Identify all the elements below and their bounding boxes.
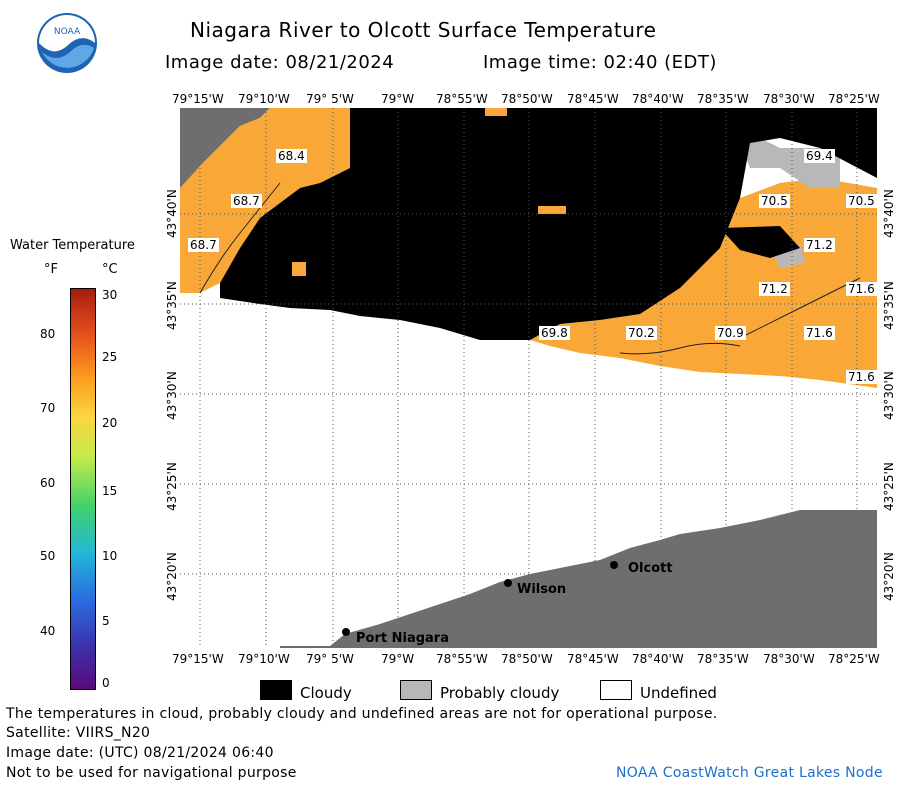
lon-label-top: 78°55'W — [436, 92, 488, 106]
f-tick: 40 — [40, 624, 56, 638]
f-tick: 80 — [40, 327, 56, 341]
lon-label-top: 78°30'W — [763, 92, 815, 106]
colorbar-title: Water Temperature — [10, 238, 135, 253]
noaa-logo: NOAA — [37, 13, 97, 73]
f-tick: 60 — [40, 476, 56, 490]
temp-label: 71.6 — [804, 326, 835, 340]
legend-probably-cloudy-label: Probably cloudy — [440, 684, 560, 702]
lon-label-top: 78°25'W — [828, 92, 880, 106]
temp-label: 71.2 — [759, 282, 790, 296]
temp-label: 68.7 — [188, 238, 219, 252]
legend-cloudy-swatch — [260, 680, 292, 700]
legend-undefined-label: Undefined — [640, 684, 717, 702]
temp-label: 71.6 — [846, 282, 877, 296]
land-south-shore — [280, 510, 877, 648]
credit-text: NOAA CoastWatch Great Lakes Node — [616, 765, 883, 781]
c-tick: 0 — [102, 676, 110, 690]
page-title: Niagara River to Olcott Surface Temperat… — [190, 18, 657, 42]
lon-label-top: 78°35'W — [697, 92, 749, 106]
nav-warning-text: Not to be used for navigational purpose — [6, 765, 297, 781]
warm-water-east — [530, 178, 877, 388]
temp-label: 70.2 — [626, 326, 657, 340]
lon-label-top: 78°40'W — [632, 92, 684, 106]
contour-line — [739, 277, 861, 339]
place-label-port-niagara: Port Niagara — [356, 631, 449, 646]
lon-label-bottom: 78°55'W — [436, 652, 488, 666]
lat-label-right: 43°25'N — [882, 462, 896, 511]
lon-label-bottom: 78°45'W — [567, 652, 619, 666]
temp-label: 71.2 — [804, 238, 835, 252]
lon-label-top: 79° 5'W — [306, 92, 354, 106]
lon-label-bottom: 78°35'W — [697, 652, 749, 666]
warm-spot — [538, 206, 566, 214]
colorbar — [70, 288, 96, 690]
lat-label-right: 43°40'N — [882, 189, 896, 238]
lon-label-top: 79°15'W — [172, 92, 224, 106]
temp-label: 69.4 — [804, 149, 835, 163]
f-tick: 70 — [40, 401, 56, 415]
contour-line — [619, 342, 741, 355]
lat-label-left: 43°40'N — [165, 189, 179, 238]
temp-label: 70.9 — [715, 326, 746, 340]
warm-spot — [292, 262, 306, 276]
c-tick: 5 — [102, 614, 110, 628]
temp-label: 70.5 — [846, 194, 877, 208]
lat-label-right: 43°20'N — [882, 552, 896, 601]
temperature-map — [180, 108, 877, 648]
unit-fahrenheit: °F — [44, 262, 58, 277]
lon-label-top: 78°50'W — [501, 92, 553, 106]
land-northwest — [180, 108, 270, 188]
c-tick: 20 — [102, 416, 118, 430]
lon-label-bottom: 79° 5'W — [306, 652, 354, 666]
f-tick: 50 — [40, 549, 56, 563]
temp-label: 68.4 — [276, 149, 307, 163]
cloud-area — [220, 108, 877, 340]
lon-label-bottom: 79°W — [381, 652, 415, 666]
lon-label-bottom: 78°50'W — [501, 652, 553, 666]
lon-label-bottom: 78°25'W — [828, 652, 880, 666]
lon-label-bottom: 78°30'W — [763, 652, 815, 666]
legend-undefined-swatch — [600, 680, 632, 700]
legend-cloudy-label: Cloudy — [300, 684, 352, 702]
lat-label-right: 43°30'N — [882, 371, 896, 420]
legend-probably-cloudy-swatch — [400, 680, 432, 700]
lon-label-top: 79°10'W — [238, 92, 290, 106]
lon-label-top: 79°W — [381, 92, 415, 106]
place-label-olcott: Olcott — [628, 561, 673, 576]
image-date: Image date: 08/21/2024 — [165, 52, 395, 73]
utc-date-text: Image date: (UTC) 08/21/2024 06:40 — [6, 745, 274, 761]
town-marker — [610, 561, 618, 569]
place-label-wilson: Wilson — [517, 582, 567, 597]
lon-label-bottom: 79°15'W — [172, 652, 224, 666]
lat-label-right: 43°35'N — [882, 281, 896, 330]
temp-label: 71.6 — [846, 370, 877, 384]
lat-label-left: 43°30'N — [165, 371, 179, 420]
warm-water-west — [180, 108, 350, 293]
gridlines — [180, 108, 877, 648]
temp-label: 69.8 — [539, 326, 570, 340]
town-marker — [504, 579, 512, 587]
temp-label: 68.7 — [231, 194, 262, 208]
lat-label-left: 43°20'N — [165, 552, 179, 601]
image-time: Image time: 02:40 (EDT) — [483, 52, 717, 73]
unit-celsius: °C — [102, 262, 118, 277]
lat-label-left: 43°35'N — [165, 281, 179, 330]
lon-label-bottom: 79°10'W — [238, 652, 290, 666]
contour-line — [199, 182, 281, 294]
c-tick: 10 — [102, 549, 118, 563]
c-tick: 30 — [102, 288, 118, 302]
lon-label-top: 78°45'W — [567, 92, 619, 106]
c-tick: 15 — [102, 484, 118, 498]
c-tick: 25 — [102, 350, 118, 364]
lon-label-bottom: 78°40'W — [632, 652, 684, 666]
lat-label-left: 43°25'N — [165, 462, 179, 511]
disclaimer-text: The temperatures in cloud, probably clou… — [6, 706, 718, 722]
warm-spot — [485, 108, 507, 116]
temp-label: 70.5 — [759, 194, 790, 208]
logo-text: NOAA — [54, 27, 81, 37]
satellite-text: Satellite: VIIRS_N20 — [6, 725, 151, 741]
cloud-area — [720, 226, 800, 258]
town-marker — [342, 628, 350, 636]
